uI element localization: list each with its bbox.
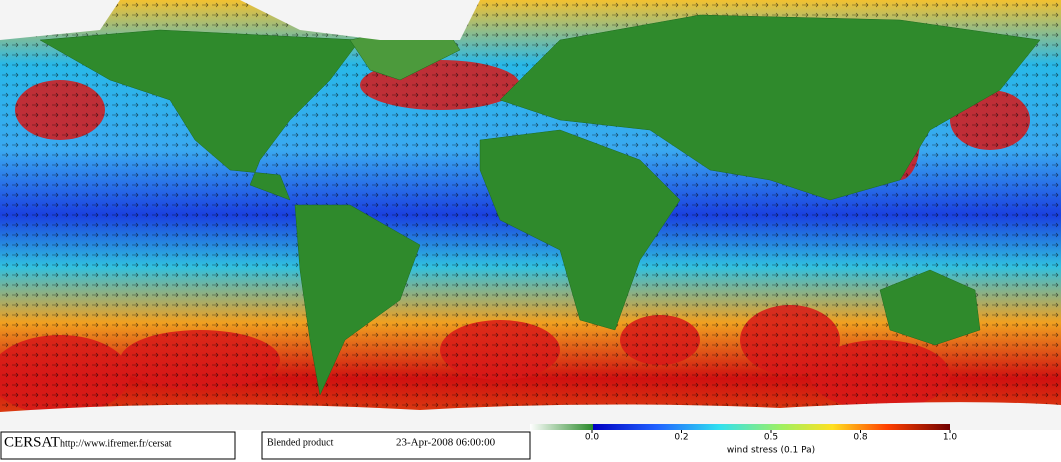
colorbar-tick-label: 0.2 (674, 433, 688, 443)
footer: CERSAT http://www.ifremer.fr/cersat Blen… (0, 430, 1061, 462)
colorbar-label: wind stress (0.1 Pa) (727, 446, 815, 456)
logo: CERSAT (4, 434, 60, 450)
map-area (0, 0, 1061, 430)
colorbar-tick-label: 0.5 (764, 433, 778, 443)
colorbar-scale (530, 424, 950, 430)
product: Blended product (267, 437, 334, 448)
logo-box (0, 431, 236, 460)
product-box (261, 431, 531, 460)
colorbar: wind stress (0.1 Pa) 0.0 0.2 0.5 0.8 1.0 (530, 424, 957, 456)
colorbar-tick-label: 0.0 (585, 433, 600, 443)
colorbar-tick-label: 0.8 (853, 433, 868, 443)
url: http://www.ifremer.fr/cersat (60, 438, 172, 449)
date: 23-Apr-2008 06:00:00 (396, 437, 496, 449)
colorbar-tick-label: 1.0 (943, 433, 958, 443)
